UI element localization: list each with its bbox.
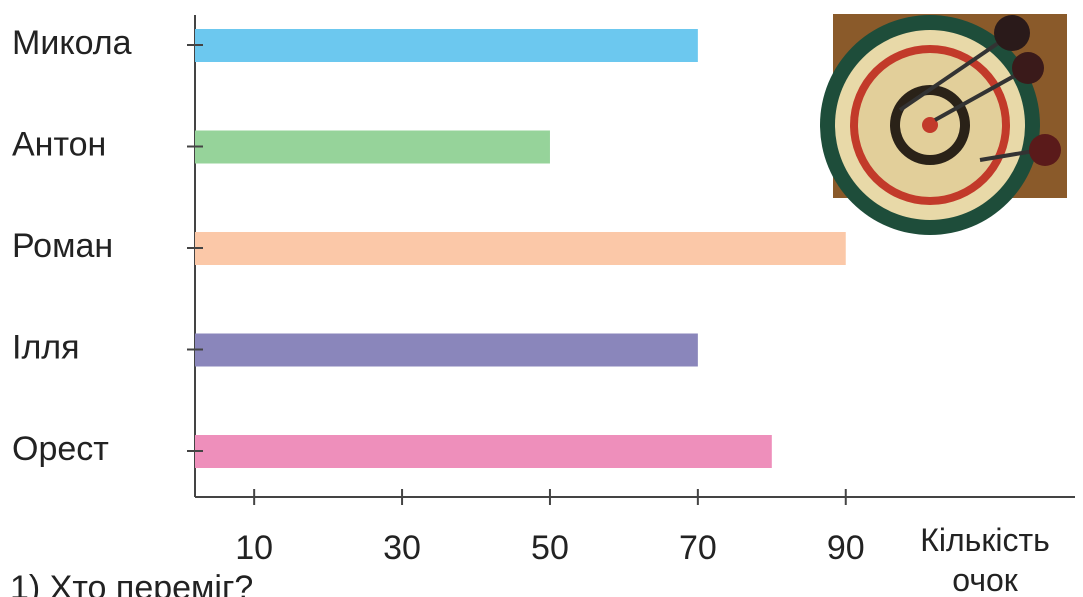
y-tick-label: Антон	[12, 125, 106, 163]
x-tick-label: 90	[827, 529, 865, 567]
y-tick-label: Микола	[12, 24, 132, 62]
x-tick-label: 30	[383, 529, 421, 567]
bar	[195, 232, 846, 265]
x-tick-label: 70	[679, 529, 717, 567]
bar	[195, 130, 550, 164]
y-tick-label: Роман	[12, 227, 113, 265]
x-tick-label: 50	[531, 529, 569, 567]
bar	[195, 29, 698, 62]
y-tick-label: Орест	[12, 430, 109, 468]
x-axis-label: Кількість очок	[920, 522, 1050, 597]
x-tick-label: 10	[235, 529, 273, 567]
bar	[195, 333, 698, 367]
dartboard-image	[820, 14, 1067, 235]
bar	[195, 435, 772, 468]
question: 1) Хто переміг?	[10, 569, 253, 597]
y-tick-label: Ілля	[12, 328, 80, 366]
